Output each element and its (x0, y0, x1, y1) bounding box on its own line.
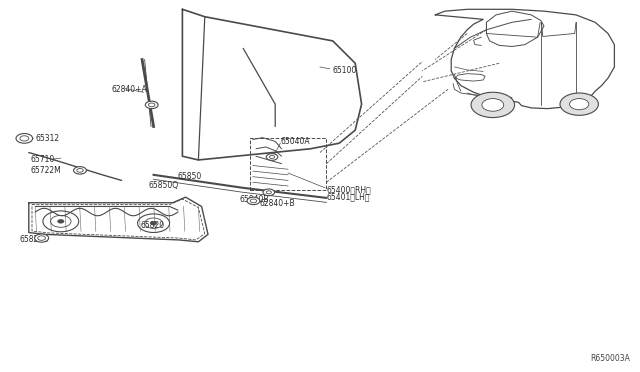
Text: 65100: 65100 (333, 66, 357, 75)
Circle shape (247, 197, 260, 205)
Circle shape (560, 93, 598, 115)
Text: 65040A: 65040A (280, 137, 310, 146)
Text: 65312: 65312 (35, 134, 60, 143)
Text: 65850: 65850 (178, 172, 202, 181)
Circle shape (269, 155, 275, 158)
Circle shape (148, 103, 155, 107)
Text: 65400〈RH〉: 65400〈RH〉 (326, 185, 371, 194)
Text: 65820E: 65820E (19, 235, 48, 244)
Circle shape (266, 191, 271, 194)
Circle shape (266, 154, 278, 160)
Circle shape (58, 219, 64, 223)
Bar (250, 138, 326, 190)
Circle shape (20, 136, 29, 141)
Text: 65040B: 65040B (240, 195, 269, 203)
Text: 62840+B: 62840+B (259, 199, 295, 208)
Circle shape (263, 189, 275, 196)
Circle shape (16, 134, 33, 143)
Circle shape (38, 236, 45, 240)
Circle shape (570, 99, 589, 110)
Circle shape (145, 101, 158, 109)
Circle shape (150, 221, 157, 225)
Circle shape (482, 99, 504, 111)
Text: 62840+A: 62840+A (112, 85, 148, 94)
Circle shape (35, 234, 49, 242)
Text: 65401〈LH〉: 65401〈LH〉 (326, 192, 370, 201)
Text: 65710: 65710 (31, 155, 55, 164)
Circle shape (250, 199, 257, 203)
Text: 65820: 65820 (141, 221, 165, 230)
Text: R650003A: R650003A (591, 354, 630, 363)
Text: 65722M: 65722M (31, 166, 61, 175)
Circle shape (74, 167, 86, 174)
Circle shape (77, 169, 83, 172)
Text: 65850Q: 65850Q (148, 181, 179, 190)
Circle shape (471, 92, 515, 118)
